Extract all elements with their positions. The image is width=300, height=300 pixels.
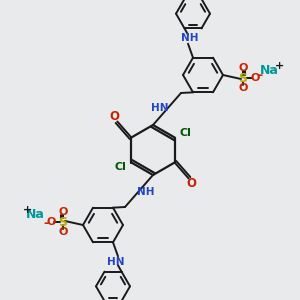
Text: HN: HN — [107, 257, 125, 267]
Text: O: O — [58, 207, 68, 217]
Text: +: + — [274, 61, 284, 71]
Text: O: O — [238, 63, 248, 73]
Text: NH: NH — [181, 33, 199, 43]
Text: O: O — [250, 73, 260, 83]
Text: NH: NH — [137, 187, 155, 197]
Text: O: O — [58, 227, 68, 237]
Text: S: S — [58, 215, 68, 229]
Text: O: O — [109, 110, 119, 123]
Text: -: - — [44, 218, 49, 230]
Text: HN: HN — [151, 103, 169, 113]
Text: O: O — [238, 83, 248, 93]
Text: Na: Na — [26, 208, 44, 220]
Text: O: O — [46, 217, 56, 227]
Text: Cl: Cl — [180, 128, 192, 139]
Text: S: S — [238, 71, 247, 85]
Text: -: - — [257, 70, 262, 83]
Text: O: O — [187, 177, 197, 190]
Text: +: + — [22, 205, 32, 215]
Text: Na: Na — [260, 64, 278, 76]
Text: Cl: Cl — [114, 161, 126, 172]
